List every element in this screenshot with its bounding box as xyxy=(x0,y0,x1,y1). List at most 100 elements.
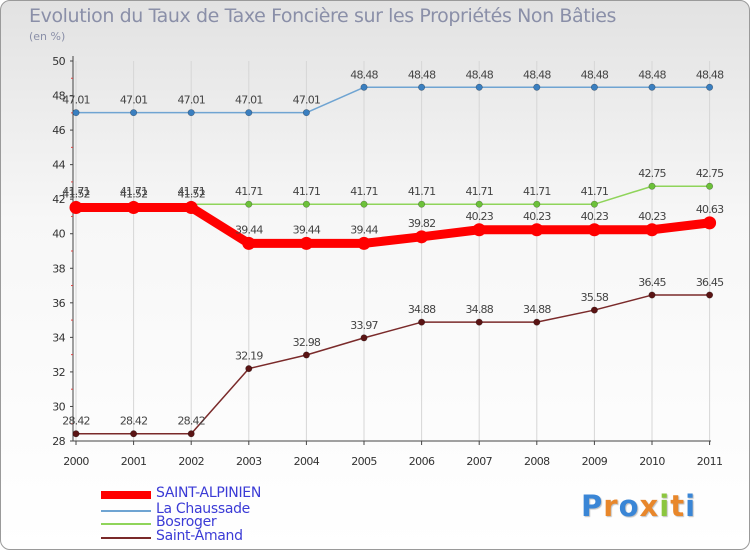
x-tick-label: 2011 xyxy=(697,455,723,468)
legend-label-saint-amand: Saint-Amand xyxy=(156,528,243,544)
brand-letter: i xyxy=(659,489,671,523)
data-label: 34.88 xyxy=(408,303,436,316)
data-label: 39.82 xyxy=(408,217,436,230)
data-label: 41.71 xyxy=(177,185,205,198)
y-tick-label: 44 xyxy=(52,159,65,172)
x-tick-label: 2003 xyxy=(236,455,262,468)
data-label: 36.45 xyxy=(638,276,666,289)
brand-letter: r xyxy=(603,489,619,523)
data-label: 41.52 xyxy=(177,187,205,200)
data-label: 41.52 xyxy=(62,187,90,200)
data-point xyxy=(130,430,138,438)
y-tick-label: 38 xyxy=(52,262,65,275)
data-label: 40.23 xyxy=(523,210,551,223)
data-label: 41.71 xyxy=(465,185,493,198)
data-label: 48.48 xyxy=(465,68,493,81)
data-label: 35.58 xyxy=(581,291,609,304)
brand-letter: t xyxy=(670,489,686,523)
x-tick-label: 2010 xyxy=(639,455,665,468)
data-label: 33.97 xyxy=(350,319,378,332)
data-point xyxy=(360,83,368,91)
x-tick-label: 2004 xyxy=(294,455,320,468)
legend-label-saint-alpinien: SAINT-ALPINIEN xyxy=(156,485,262,501)
data-label: 28.42 xyxy=(177,415,205,428)
data-point xyxy=(648,182,656,190)
data-point xyxy=(184,200,198,214)
data-label: 40.23 xyxy=(638,210,666,223)
data-point xyxy=(245,365,253,373)
data-label: 47.01 xyxy=(235,94,263,107)
data-point xyxy=(299,236,313,250)
data-label: 41.71 xyxy=(120,185,148,198)
data-point xyxy=(533,83,541,91)
y-tick-label: 32 xyxy=(52,366,65,379)
data-label: 41.71 xyxy=(62,185,90,198)
data-point xyxy=(590,83,598,91)
y-tick-label: 34 xyxy=(52,331,65,344)
data-point xyxy=(187,109,195,117)
brand-letter: o xyxy=(618,489,640,523)
data-point xyxy=(72,109,80,117)
data-point xyxy=(242,236,256,250)
x-tick-label: 2008 xyxy=(524,455,550,468)
data-point xyxy=(475,83,483,91)
data-label: 48.48 xyxy=(696,68,724,81)
brand-letter: x xyxy=(639,489,660,523)
data-point xyxy=(418,200,426,208)
brand-letter: i xyxy=(685,489,697,523)
data-label: 28.42 xyxy=(120,415,148,428)
data-point xyxy=(472,223,486,237)
brand-letter: P xyxy=(581,489,604,523)
data-point xyxy=(302,351,310,359)
data-label: 47.01 xyxy=(177,94,205,107)
x-tick-label: 2006 xyxy=(409,455,435,468)
data-label: 32.98 xyxy=(293,336,321,349)
y-tick-label: 40 xyxy=(52,228,65,241)
data-point xyxy=(127,200,141,214)
data-label: 36.45 xyxy=(696,276,724,289)
data-label: 42.75 xyxy=(638,167,666,180)
data-point xyxy=(648,83,656,91)
data-label: 39.44 xyxy=(293,223,321,236)
y-tick-label: 30 xyxy=(52,400,65,413)
data-label: 41.71 xyxy=(235,185,263,198)
x-tick-label: 2005 xyxy=(351,455,377,468)
data-label: 41.71 xyxy=(408,185,436,198)
data-point xyxy=(645,223,659,237)
proxiti-logo: Proxiti xyxy=(581,489,696,523)
x-tick-label: 2000 xyxy=(63,455,89,468)
data-label: 28.42 xyxy=(62,415,90,428)
data-label: 34.88 xyxy=(465,303,493,316)
legend-swatch-saint-amand xyxy=(101,537,151,539)
data-point xyxy=(302,109,310,117)
data-label: 47.01 xyxy=(62,94,90,107)
data-point xyxy=(418,83,426,91)
data-point xyxy=(533,318,541,326)
data-point xyxy=(475,200,483,208)
unit-label: (en %) xyxy=(29,30,66,43)
data-point xyxy=(648,291,656,299)
data-point xyxy=(418,318,426,326)
data-label: 32.19 xyxy=(235,350,263,363)
y-tick-label: 46 xyxy=(52,124,65,137)
legend-swatch-bosroger xyxy=(101,523,151,525)
data-label: 41.71 xyxy=(581,185,609,198)
data-label: 40.23 xyxy=(581,210,609,223)
data-label: 47.01 xyxy=(293,94,321,107)
data-point xyxy=(706,291,714,299)
data-point xyxy=(357,236,371,250)
data-point xyxy=(360,334,368,342)
data-point xyxy=(533,200,541,208)
data-point xyxy=(72,430,80,438)
legend-label-la-chaussade: La Chaussade xyxy=(156,501,250,517)
y-tick-label: 48 xyxy=(52,90,65,103)
data-label: 48.48 xyxy=(350,68,378,81)
data-point xyxy=(245,200,253,208)
series-line-saint-alpinien xyxy=(71,202,715,248)
data-label: 41.52 xyxy=(120,187,148,200)
x-tick-label: 2009 xyxy=(582,455,608,468)
data-point xyxy=(130,109,138,117)
data-label: 34.88 xyxy=(523,303,551,316)
x-tick-label: 2001 xyxy=(121,455,147,468)
